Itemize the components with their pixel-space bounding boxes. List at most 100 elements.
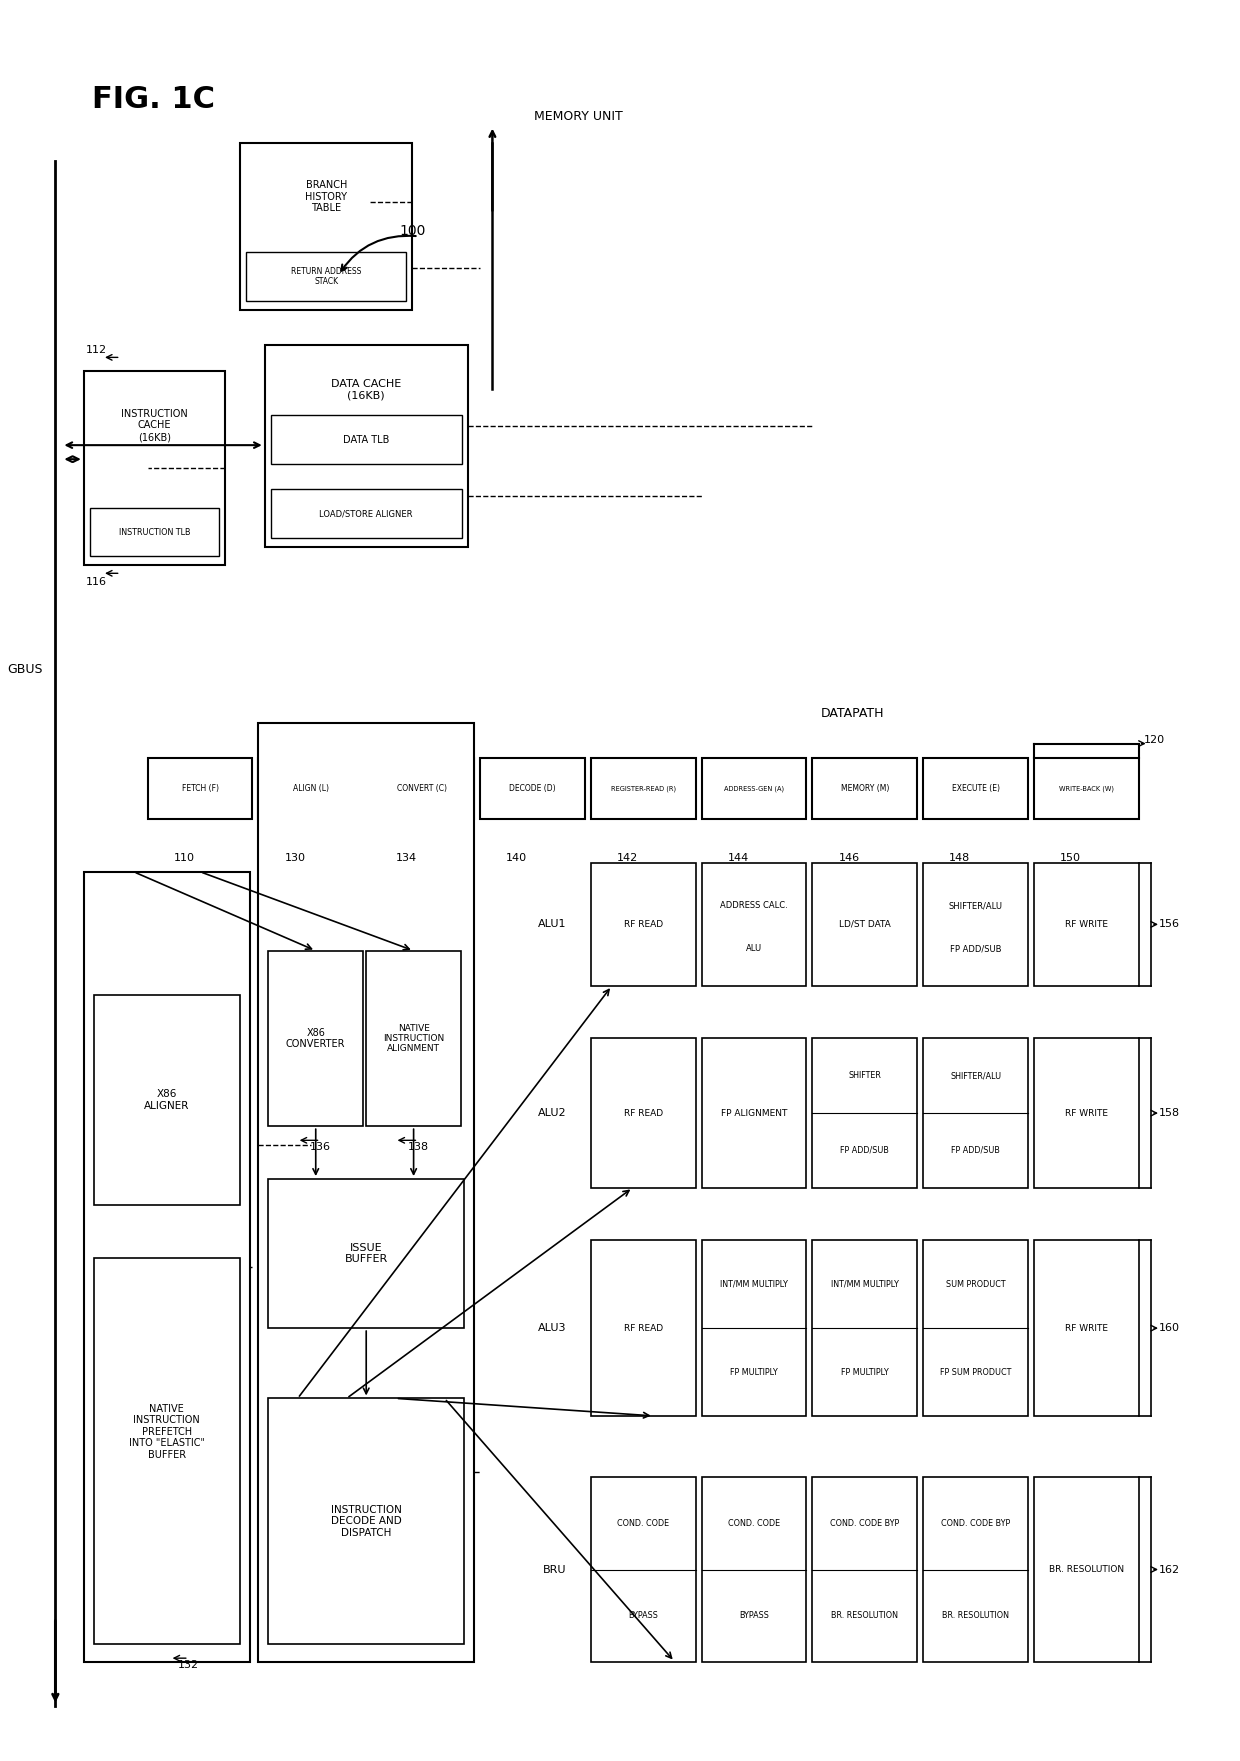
Text: INSTRUCTION
DECODE AND
DISPATCH: INSTRUCTION DECODE AND DISPATCH <box>331 1504 402 1537</box>
Text: FETCH (F): FETCH (F) <box>181 784 218 792</box>
Text: BYPASS: BYPASS <box>629 1611 658 1620</box>
Text: RETURN ADDRESS
STACK: RETURN ADDRESS STACK <box>291 268 361 287</box>
Text: 134: 134 <box>396 852 417 863</box>
Bar <box>591 1240 696 1416</box>
Text: DATA TLB: DATA TLB <box>343 435 389 444</box>
Bar <box>1034 863 1138 986</box>
Text: NATIVE
INSTRUCTION
ALIGNMENT: NATIVE INSTRUCTION ALIGNMENT <box>383 1023 444 1053</box>
Bar <box>268 1178 464 1328</box>
Text: LOAD/STORE ALIGNER: LOAD/STORE ALIGNER <box>320 509 413 518</box>
Text: 144: 144 <box>728 852 749 863</box>
Text: FP ALIGNMENT: FP ALIGNMENT <box>720 1109 787 1118</box>
Bar <box>812 1039 918 1187</box>
Text: MEMORY (M): MEMORY (M) <box>841 784 889 792</box>
Text: DATAPATH: DATAPATH <box>821 708 884 720</box>
Bar <box>480 757 585 819</box>
Bar <box>591 863 696 986</box>
Bar <box>270 490 461 539</box>
Bar <box>812 1477 918 1662</box>
Bar <box>591 1039 696 1187</box>
Text: 148: 148 <box>950 852 971 863</box>
Text: BR. RESOLUTION: BR. RESOLUTION <box>1049 1566 1123 1574</box>
Text: ALIGN (L): ALIGN (L) <box>293 784 329 792</box>
Text: BYPASS: BYPASS <box>739 1611 769 1620</box>
Bar <box>270 416 461 465</box>
Text: SUM PRODUCT: SUM PRODUCT <box>946 1280 1006 1289</box>
Bar <box>258 757 363 819</box>
Text: ALU1: ALU1 <box>538 919 567 930</box>
Text: SHIFTER/ALU: SHIFTER/ALU <box>950 1071 1001 1079</box>
Bar <box>1034 1477 1138 1662</box>
Bar <box>93 995 241 1205</box>
Text: COND. CODE BYP: COND. CODE BYP <box>941 1520 1011 1529</box>
Text: 110: 110 <box>174 852 195 863</box>
Text: DATA CACHE
(16KB): DATA CACHE (16KB) <box>331 379 402 400</box>
Text: 112: 112 <box>86 345 107 356</box>
Text: 130: 130 <box>285 852 305 863</box>
Text: FIG. 1C: FIG. 1C <box>92 85 216 114</box>
Bar <box>148 757 252 819</box>
Bar <box>591 1477 696 1662</box>
Bar <box>1034 1240 1138 1416</box>
Text: FP MULTIPLY: FP MULTIPLY <box>841 1368 889 1377</box>
Bar <box>702 1240 806 1416</box>
Text: X86
CONVERTER: X86 CONVERTER <box>286 1028 346 1050</box>
Text: RF WRITE: RF WRITE <box>1065 1109 1107 1118</box>
Text: ALU2: ALU2 <box>538 1108 567 1118</box>
Text: BRANCH
HISTORY
TABLE: BRANCH HISTORY TABLE <box>305 180 347 213</box>
Text: 146: 146 <box>838 852 859 863</box>
Bar <box>702 757 806 819</box>
Text: 116: 116 <box>86 578 107 586</box>
Bar <box>924 1039 1028 1187</box>
Text: ADDRESS-GEN (A): ADDRESS-GEN (A) <box>724 785 784 792</box>
Bar <box>366 951 461 1127</box>
Bar <box>241 143 413 310</box>
Text: 140: 140 <box>506 852 527 863</box>
Bar <box>924 757 1028 819</box>
Text: 162: 162 <box>1159 1564 1180 1574</box>
Text: WRITE-BACK (W): WRITE-BACK (W) <box>1059 785 1114 792</box>
Bar <box>1034 757 1138 819</box>
Text: 160: 160 <box>1159 1323 1180 1333</box>
Text: INSTRUCTION
CACHE
(16KB): INSTRUCTION CACHE (16KB) <box>122 409 187 442</box>
Text: 136: 136 <box>310 1143 331 1152</box>
Text: BR. RESOLUTION: BR. RESOLUTION <box>942 1611 1009 1620</box>
Bar <box>83 372 226 565</box>
Text: ALU3: ALU3 <box>538 1323 567 1333</box>
Text: COND. CODE: COND. CODE <box>728 1520 780 1529</box>
Text: 150: 150 <box>1060 852 1081 863</box>
Text: RF WRITE: RF WRITE <box>1065 919 1107 928</box>
Text: FP ADD/SUB: FP ADD/SUB <box>951 1146 999 1155</box>
Text: INT/MM MULTIPLY: INT/MM MULTIPLY <box>720 1280 787 1289</box>
Text: INSTRUCTION TLB: INSTRUCTION TLB <box>119 528 190 537</box>
Bar <box>702 1039 806 1187</box>
Bar <box>812 757 918 819</box>
Text: RF WRITE: RF WRITE <box>1065 1324 1107 1333</box>
Text: REGISTER-READ (R): REGISTER-READ (R) <box>610 785 676 792</box>
Bar <box>702 863 806 986</box>
Text: COND. CODE: COND. CODE <box>618 1520 670 1529</box>
Text: RF READ: RF READ <box>624 919 662 928</box>
Text: FP SUM PRODUCT: FP SUM PRODUCT <box>940 1368 1012 1377</box>
Bar <box>89 509 219 556</box>
Bar <box>812 1240 918 1416</box>
Text: SHIFTER: SHIFTER <box>848 1071 882 1079</box>
Text: GBUS: GBUS <box>7 664 42 676</box>
Bar <box>924 863 1028 986</box>
Text: FP ADD/SUB: FP ADD/SUB <box>841 1146 889 1155</box>
Bar <box>93 1257 241 1645</box>
Text: X86
ALIGNER: X86 ALIGNER <box>144 1088 190 1111</box>
Bar <box>924 1240 1028 1416</box>
Text: ISSUE
BUFFER: ISSUE BUFFER <box>345 1243 388 1264</box>
Bar <box>370 757 474 819</box>
Text: 100: 100 <box>399 224 425 238</box>
Text: RF READ: RF READ <box>624 1324 662 1333</box>
Text: BRU: BRU <box>543 1564 567 1574</box>
Text: NATIVE
INSTRUCTION
PREFETCH
INTO "ELASTIC"
BUFFER: NATIVE INSTRUCTION PREFETCH INTO "ELASTI… <box>129 1404 205 1460</box>
Text: SHIFTER/ALU: SHIFTER/ALU <box>949 902 1003 910</box>
Text: INT/MM MULTIPLY: INT/MM MULTIPLY <box>831 1280 899 1289</box>
Text: MEMORY UNIT: MEMORY UNIT <box>534 111 622 123</box>
Text: FP ADD/SUB: FP ADD/SUB <box>950 944 1002 953</box>
Bar <box>702 1477 806 1662</box>
Text: 158: 158 <box>1159 1108 1180 1118</box>
